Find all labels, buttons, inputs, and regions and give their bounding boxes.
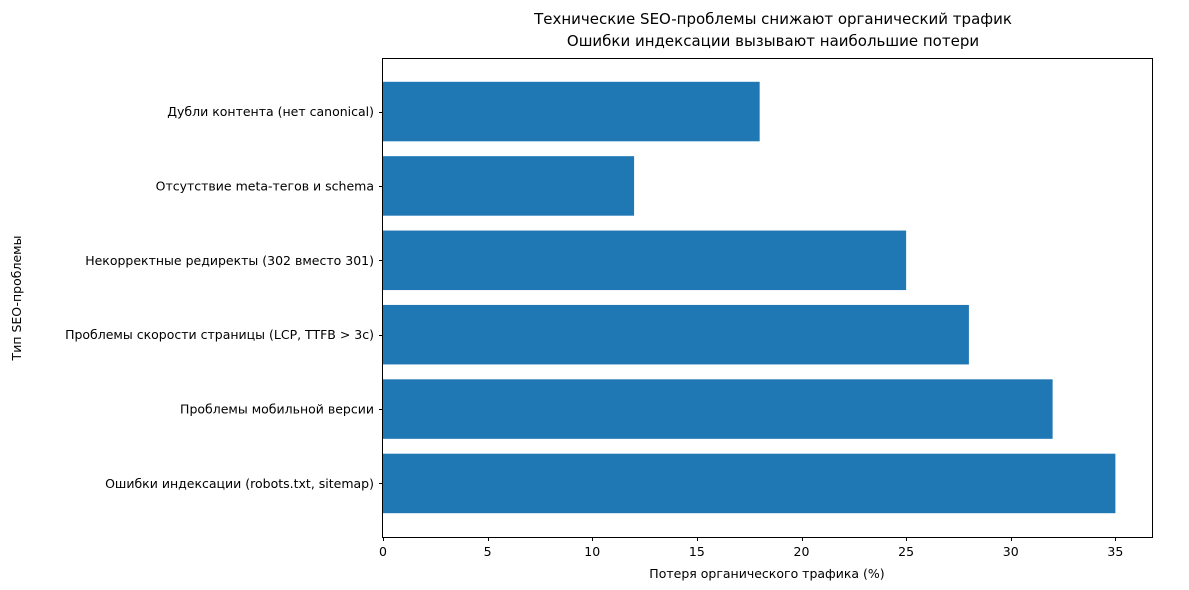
x-tick-label: 20 [794,544,810,559]
bar [383,81,760,142]
y-tick-label: Проблемы скорости страницы (LCP, TTFB > … [65,327,374,342]
y-tick-label: Некорректные редиректы (302 вместо 301) [85,253,374,268]
y-ticks-group: Ошибки индексации (robots.txt, sitemap) П… [65,104,383,491]
y-tick-label: Ошибки индексации (robots.txt, sitemap) [105,476,374,491]
x-ticks-group: 0 5 10 15 20 25 30 35 [379,537,1123,559]
chart-subtitle: Ошибки индексации вызывают наибольшие по… [567,32,979,50]
x-tick-label: 35 [1107,544,1123,559]
bar [383,156,635,216]
x-tick-label: 10 [584,544,600,559]
bar [383,304,969,365]
x-tick-label: 25 [898,544,914,559]
bar [383,230,907,291]
y-tick-label: Отсутствие meta-тегов и schema [156,178,374,193]
x-tick-label: 5 [484,544,492,559]
y-tick-label: Проблемы мобильной версии [180,402,374,417]
x-axis-label: Потеря органического трафика (%) [649,566,884,581]
y-tick-label: Дубли контента (нет canonical) [167,104,374,119]
bar [383,379,1053,439]
x-tick-label: 30 [1003,544,1019,559]
plot-frame [382,58,1153,538]
bar [383,453,1116,514]
bars-group [383,81,1116,514]
chart-title: Технические SEO-проблемы снижают органич… [533,10,1012,28]
x-tick-label: 0 [379,544,387,559]
x-tick-label: 15 [689,544,705,559]
y-axis-label: Тип SEO-проблемы [9,236,24,362]
